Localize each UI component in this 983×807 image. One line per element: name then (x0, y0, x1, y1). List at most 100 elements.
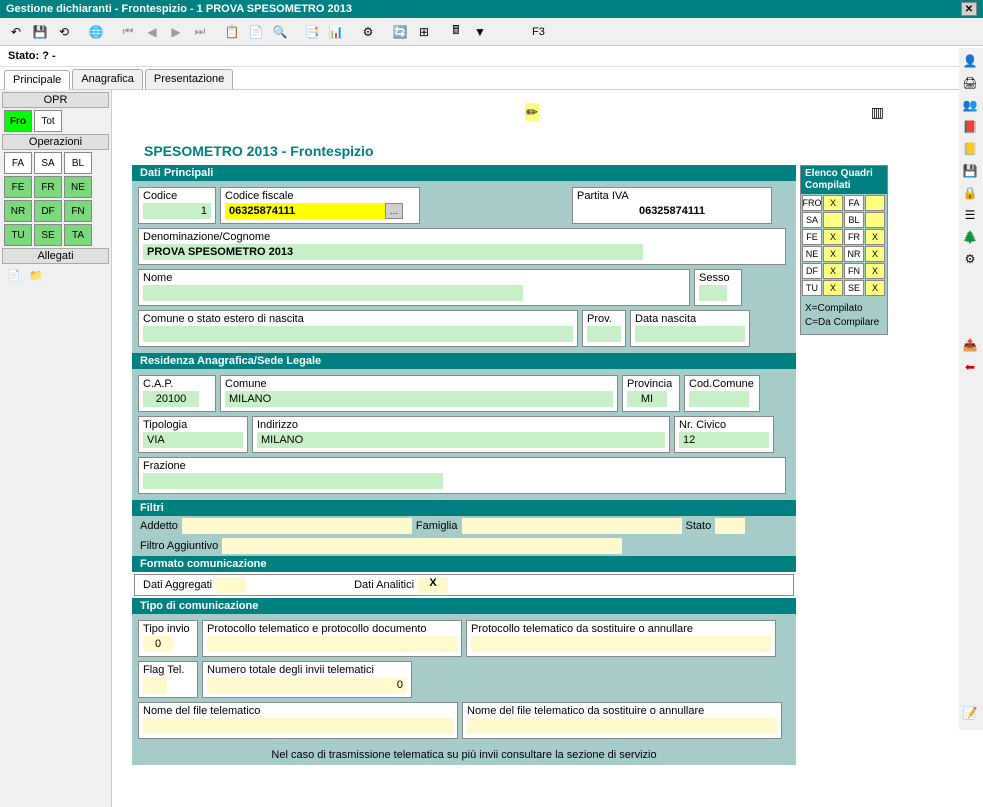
elenco-fro-x[interactable]: X (823, 195, 843, 211)
stato-input[interactable] (715, 518, 745, 534)
elenco-fa[interactable]: FA (844, 195, 864, 211)
note-icon[interactable]: 📝 (961, 704, 979, 722)
elenco-fr[interactable]: FR (844, 229, 864, 245)
ne-button[interactable]: NE (64, 176, 92, 198)
settings-icon[interactable]: ⚙ (961, 250, 979, 268)
tool3-icon[interactable]: 🔍 (268, 21, 292, 43)
elenco-fe-x[interactable]: X (823, 229, 843, 245)
elenco-se-x[interactable]: X (865, 280, 885, 296)
tu-button[interactable]: TU (4, 224, 32, 246)
data-nascita-input[interactable] (635, 326, 745, 342)
next-icon[interactable]: ▶ (164, 21, 188, 43)
fe-button[interactable]: FE (4, 176, 32, 198)
tot-button[interactable]: Tot (34, 110, 62, 132)
last-icon[interactable]: ⏭ (188, 21, 212, 43)
indirizzo-input[interactable]: MILANO (257, 432, 665, 448)
fr-button[interactable]: FR (34, 176, 62, 198)
codice-input[interactable]: 1 (143, 203, 211, 219)
elenco-tu[interactable]: TU (802, 280, 822, 296)
codcomune-input[interactable] (689, 391, 749, 407)
tab-anagrafica[interactable]: Anagrafica (72, 69, 143, 89)
elenco-sa[interactable]: SA (802, 212, 822, 228)
tool4-icon[interactable]: 📑 (300, 21, 324, 43)
comune-input[interactable]: MILANO (225, 391, 613, 407)
barcode-icon[interactable]: ▥ (871, 104, 884, 121)
nr-button[interactable]: NR (4, 200, 32, 222)
doc-yellow-icon[interactable]: 📒 (961, 140, 979, 158)
allegato2-icon[interactable]: 📁 (26, 266, 46, 284)
edit-icon[interactable]: ✏ (525, 103, 539, 121)
sa-button[interactable]: SA (34, 152, 62, 174)
denom-input[interactable]: PROVA SPESOMETRO 2013 (143, 244, 643, 260)
tool1-icon[interactable]: 📋 (220, 21, 244, 43)
nome-input[interactable] (143, 285, 523, 301)
frazione-input[interactable] (143, 473, 443, 489)
elenco-df-x[interactable]: X (823, 263, 843, 279)
sesso-input[interactable] (699, 285, 727, 301)
nome-file-sost-input[interactable] (467, 718, 777, 734)
tool2-icon[interactable]: 📄 (244, 21, 268, 43)
provincia-input[interactable]: MI (627, 391, 667, 407)
cf-browse-button[interactable]: … (385, 203, 403, 219)
tool5-icon[interactable]: 📊 (324, 21, 348, 43)
fn-button[interactable]: FN (64, 200, 92, 222)
prev-icon[interactable]: ◀ (140, 21, 164, 43)
elenco-bl[interactable]: BL (844, 212, 864, 228)
bl-button[interactable]: BL (64, 152, 92, 174)
elenco-sa-x[interactable] (823, 212, 843, 228)
prov-nascita-input[interactable] (587, 326, 621, 342)
globe-icon[interactable]: 🌐 (84, 21, 108, 43)
protocollo-input[interactable] (207, 636, 457, 652)
save2-icon[interactable]: 💾 (961, 162, 979, 180)
allegato1-icon[interactable]: 📄 (4, 266, 24, 284)
export-icon[interactable]: 📤 (961, 336, 979, 354)
df-button[interactable]: DF (34, 200, 62, 222)
user2-icon[interactable]: 👥 (961, 96, 979, 114)
doc-red-icon[interactable]: 📕 (961, 118, 979, 136)
calc-icon[interactable]: 🖩 (444, 21, 468, 43)
num-invii-input[interactable]: 0 (207, 677, 407, 693)
elenco-fa-x[interactable] (865, 195, 885, 211)
protocollo-sost-input[interactable] (471, 636, 771, 652)
tipologia-input[interactable]: VIA (143, 432, 243, 448)
first-icon[interactable]: ⏮ (116, 21, 140, 43)
fa-button[interactable]: FA (4, 152, 32, 174)
user1-icon[interactable]: 👤 (961, 52, 979, 70)
nome-file-input[interactable] (143, 718, 453, 734)
lock-icon[interactable]: 🔒 (961, 184, 979, 202)
undo-icon[interactable]: ↶ (4, 21, 28, 43)
elenco-nr-x[interactable]: X (865, 246, 885, 262)
print-icon[interactable]: 🖨 (961, 74, 979, 92)
civico-input[interactable]: 12 (679, 432, 769, 448)
dati-aggregati-check[interactable] (216, 577, 246, 593)
fro-button[interactable]: Fro (4, 110, 32, 132)
tree-icon[interactable]: 🌲 (961, 228, 979, 246)
refresh-icon[interactable]: ⟲ (52, 21, 76, 43)
reload-icon[interactable]: 🔄 (388, 21, 412, 43)
elenco-ne[interactable]: NE (802, 246, 822, 262)
cap-input[interactable]: 20100 (143, 391, 199, 407)
close-icon[interactable]: ✕ (961, 2, 977, 16)
elenco-tu-x[interactable]: X (823, 280, 843, 296)
elenco-fro[interactable]: FRO (802, 195, 822, 211)
ta-button[interactable]: TA (64, 224, 92, 246)
tipo-invio-input[interactable]: 0 (143, 636, 173, 652)
save-icon[interactable]: 💾 (28, 21, 52, 43)
list-icon[interactable]: ☰ (961, 206, 979, 224)
elenco-fn[interactable]: FN (844, 263, 864, 279)
elenco-ne-x[interactable]: X (823, 246, 843, 262)
elenco-se[interactable]: SE (844, 280, 864, 296)
grid-icon[interactable]: ⊞ (412, 21, 436, 43)
back-icon[interactable]: ⬅ (961, 358, 979, 376)
elenco-bl-x[interactable] (865, 212, 885, 228)
elenco-df[interactable]: DF (802, 263, 822, 279)
flag-tel-input[interactable] (143, 677, 167, 693)
se-button[interactable]: SE (34, 224, 62, 246)
elenco-fe[interactable]: FE (802, 229, 822, 245)
tab-presentazione[interactable]: Presentazione (145, 69, 233, 89)
famiglia-input[interactable] (462, 518, 682, 534)
tab-principale[interactable]: Principale (4, 70, 70, 90)
elenco-nr[interactable]: NR (844, 246, 864, 262)
dropdown-icon[interactable]: ▼ (468, 21, 492, 43)
comune-nascita-input[interactable] (143, 326, 573, 342)
